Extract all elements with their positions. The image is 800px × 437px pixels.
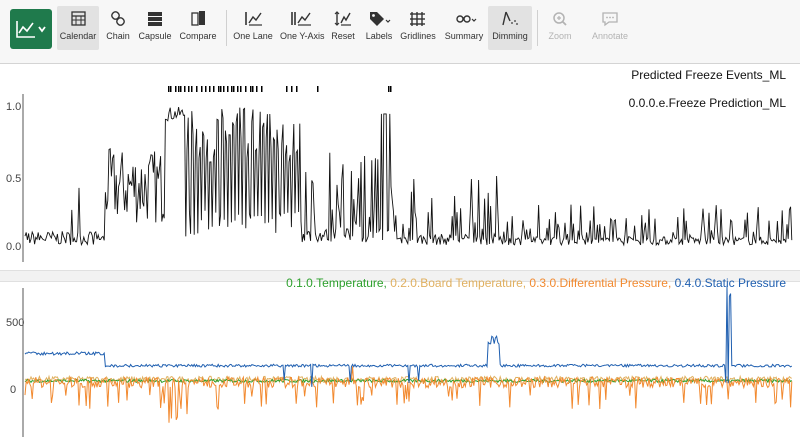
- labels-button[interactable]: Labels: [362, 6, 396, 50]
- capsule-icon: [148, 12, 162, 26]
- freeze-event-marker: [317, 86, 319, 92]
- one-y-axis-button[interactable]: One Y-Axis: [280, 6, 325, 50]
- prediction-lane-title: 0.0.0.e.Freeze Prediction_ML: [628, 96, 786, 110]
- gridlines-icon: [410, 12, 425, 26]
- legend-separator: ,: [522, 276, 530, 290]
- one-lane-button[interactable]: One Lane: [233, 6, 273, 50]
- freeze-event-marker: [184, 86, 186, 92]
- freeze-event-marker: [237, 86, 239, 92]
- reset-button[interactable]: Reset: [329, 6, 357, 50]
- chain-icon: [111, 11, 125, 26]
- freeze-event-marker: [220, 86, 222, 92]
- one-y-axis-icon: [291, 12, 311, 26]
- events-lane[interactable]: [0, 64, 800, 94]
- calendar-button[interactable]: Calendar: [57, 6, 99, 50]
- toolbar-separator: [537, 10, 538, 46]
- freeze-event-marker: [240, 86, 242, 92]
- freeze-event-marker: [188, 86, 190, 92]
- labels-label: Labels: [365, 31, 393, 41]
- static-pressure-line: [24, 285, 793, 387]
- events-lane-title: Predicted Freeze Events_ML: [631, 68, 786, 82]
- legend-static-pressure[interactable]: 0.4.0.Static Pressure: [674, 276, 786, 290]
- freeze-event-marker: [180, 86, 182, 92]
- freeze-event-marker: [227, 86, 229, 92]
- compare-icon: [191, 11, 205, 26]
- freeze-event-marker: [178, 86, 180, 92]
- differential-pressure-line: [24, 366, 793, 423]
- compare-button[interactable]: Compare: [177, 6, 219, 50]
- compare-label: Compare: [179, 31, 217, 41]
- calendar-icon: [71, 11, 86, 26]
- toolbar: Calendar Chain Capsule Compare One Lane: [0, 0, 800, 64]
- summary-label: Summary: [444, 31, 484, 41]
- one-lane-label: One Lane: [233, 31, 273, 41]
- freeze-prediction-plot[interactable]: [0, 64, 800, 270]
- trend-chart-area[interactable]: Predicted Freeze Events_ML 0.0.0.e.Freez…: [0, 64, 800, 437]
- freeze-event-marker: [201, 86, 203, 92]
- freeze-event-marker: [245, 86, 247, 92]
- capsule-button[interactable]: Capsule: [136, 6, 174, 50]
- chain-button[interactable]: Chain: [103, 6, 133, 50]
- sensor-plot[interactable]: [0, 64, 800, 437]
- reset-icon: [334, 11, 351, 26]
- freeze-event-marker: [256, 86, 258, 92]
- dimming-button[interactable]: Dimming: [488, 6, 532, 50]
- trend-view-button[interactable]: [10, 9, 52, 49]
- freeze-event-marker: [213, 86, 215, 92]
- sensor-y-tick: 500: [6, 317, 25, 329]
- one-y-axis-label: One Y-Axis: [280, 31, 325, 41]
- labels-icon: [370, 12, 391, 26]
- reset-label: Reset: [331, 31, 355, 41]
- legend-board-temperature[interactable]: 0.2.0.Board Temperature: [390, 276, 523, 290]
- freeze-event-marker: [231, 86, 233, 92]
- legend-separator: ,: [383, 276, 391, 290]
- freeze-event-marker: [168, 86, 170, 92]
- freeze-event-marker: [191, 86, 193, 92]
- dimming-label: Dimming: [492, 31, 528, 41]
- annotate-label: Annotate: [591, 31, 629, 41]
- freeze-event-marker: [291, 86, 293, 92]
- freeze-event-marker: [296, 86, 298, 92]
- line-chart-icon: [16, 21, 46, 38]
- toolbar-separator: [226, 10, 227, 46]
- freeze-event-marker: [175, 86, 177, 92]
- dimming-icon: [502, 11, 518, 26]
- annotate-button[interactable]: Annotate: [588, 6, 632, 50]
- gridlines-button[interactable]: Gridlines: [400, 6, 436, 50]
- prediction-y-tick: 1.0: [6, 101, 22, 113]
- freeze-event-marker: [223, 86, 225, 92]
- freeze-event-marker: [205, 86, 207, 92]
- zoom-button[interactable]: Zoom: [543, 6, 577, 50]
- freeze-event-marker: [170, 86, 172, 92]
- freeze-event-marker: [233, 86, 235, 92]
- sensor-y-tick: 0: [10, 384, 17, 396]
- prediction-y-tick: 0.5: [6, 173, 22, 185]
- prediction-y-tick: 0.0: [6, 241, 22, 253]
- annotate-icon: [602, 12, 618, 27]
- sensor-legend: 0.1.0.Temperature, 0.2.0.Board Temperatu…: [286, 276, 786, 290]
- freeze-event-marker: [218, 86, 220, 92]
- summary-button[interactable]: Summary: [443, 6, 485, 50]
- freeze-prediction-line: [24, 107, 793, 247]
- freeze-event-marker: [250, 86, 252, 92]
- calendar-label: Calendar: [59, 31, 97, 41]
- freeze-event-marker: [252, 86, 254, 92]
- freeze-event-marker: [286, 86, 288, 92]
- legend-temperature[interactable]: 0.1.0.Temperature: [286, 276, 384, 290]
- chain-label: Chain: [106, 31, 130, 41]
- freeze-event-marker: [390, 86, 392, 92]
- legend-separator: ,: [667, 276, 675, 290]
- one-lane-icon: [245, 12, 262, 26]
- legend-differential-pressure[interactable]: 0.3.0.Differential Pressure: [529, 276, 668, 290]
- lane-divider[interactable]: [0, 270, 800, 282]
- gridlines-label: Gridlines: [400, 31, 436, 41]
- zoom-label: Zoom: [548, 31, 572, 41]
- zoom-icon: [553, 12, 567, 26]
- freeze-event-marker: [388, 86, 390, 92]
- freeze-event-marker: [209, 86, 211, 92]
- capsule-label: Capsule: [138, 31, 172, 41]
- freeze-event-marker: [196, 86, 198, 92]
- freeze-event-marker: [261, 86, 263, 92]
- summary-icon: [456, 15, 477, 23]
